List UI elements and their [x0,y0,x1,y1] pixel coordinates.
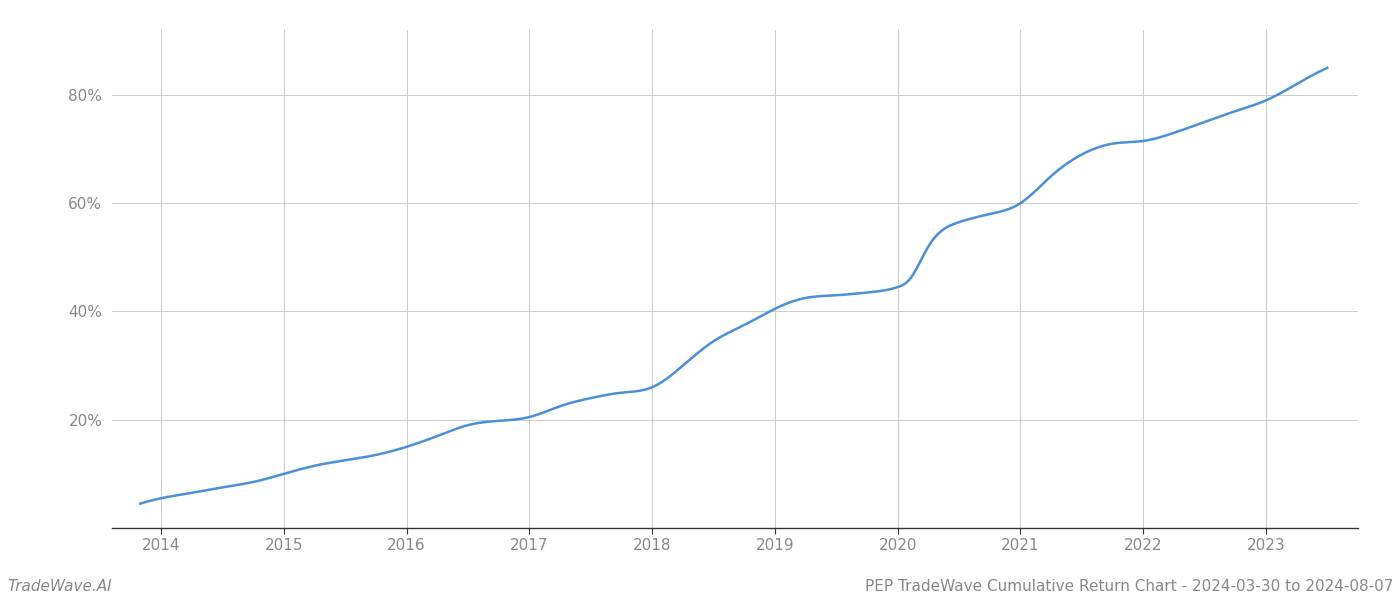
Text: TradeWave.AI: TradeWave.AI [7,579,112,594]
Text: PEP TradeWave Cumulative Return Chart - 2024-03-30 to 2024-08-07: PEP TradeWave Cumulative Return Chart - … [865,579,1393,594]
